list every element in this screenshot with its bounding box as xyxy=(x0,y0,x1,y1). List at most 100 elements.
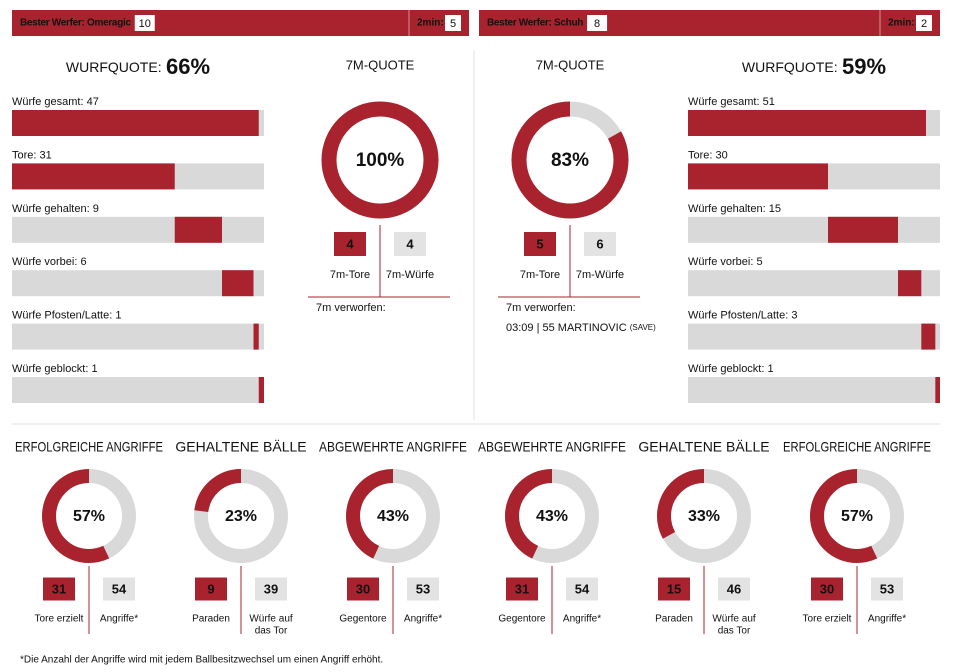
donut-label: 33% xyxy=(688,508,720,525)
bar-label: Würfe Pfosten/Latte: 1 xyxy=(12,310,121,322)
bar-label-value: 15 xyxy=(769,203,781,215)
donut-arc xyxy=(511,101,629,219)
bar-label-text: Würfe Pfosten/Latte: xyxy=(12,310,112,322)
penalties: 5 xyxy=(450,18,456,30)
donut-arc xyxy=(194,469,288,563)
bar-track xyxy=(12,323,264,350)
bar-label-text: Würfe Pfosten/Latte: xyxy=(688,310,788,322)
bar-label-text: Würfe gehalten: xyxy=(688,203,766,215)
shot-rate-value: 66% xyxy=(166,54,210,79)
bar-label-value: 5 xyxy=(756,256,762,268)
bar xyxy=(222,270,254,297)
bar-label-value: 30 xyxy=(716,149,728,161)
bar xyxy=(921,323,936,350)
bar-label-text: Tore: xyxy=(12,149,36,161)
seven-m-label: 7m-Tore xyxy=(520,269,560,281)
bar-label: Würfe vorbei: 6 xyxy=(12,256,87,268)
stat-label: Würfe auf xyxy=(712,614,756,625)
grey-box xyxy=(103,577,135,601)
donut-label: 43% xyxy=(377,508,409,525)
box-number: 4 xyxy=(346,236,354,251)
bar xyxy=(253,323,259,350)
grey-box xyxy=(584,232,616,256)
bar-label: Würfe gehalten: 9 xyxy=(12,203,99,215)
stat-label: Paraden xyxy=(655,614,693,625)
red-box xyxy=(334,232,366,256)
bar-label: Würfe gehalten: 15 xyxy=(688,203,781,215)
bar-label-value: 51 xyxy=(763,96,775,108)
box-number: 9 xyxy=(207,581,214,596)
header-box xyxy=(445,15,461,31)
stat-label: Gegentore xyxy=(498,614,546,625)
bar-label: Würfe geblockt: 1 xyxy=(688,363,774,375)
box-number: 5 xyxy=(536,236,543,251)
box-number: 54 xyxy=(112,581,127,596)
box-number: 39 xyxy=(264,581,278,596)
bar-label-text: Würfe vorbei: xyxy=(12,256,77,268)
box-number: 31 xyxy=(52,581,66,596)
bar-label-text: Würfe gesamt: xyxy=(12,96,84,108)
scorer-label: Bester Werfer: Omeragic xyxy=(20,18,131,29)
missed-entry: 03:09 | 55 MARTINOVIC (SAVE) xyxy=(506,322,656,334)
bar-label-value: 9 xyxy=(93,203,99,215)
bar xyxy=(12,110,259,136)
stat-label: das Tor xyxy=(255,626,288,637)
header-box xyxy=(916,15,932,31)
donut-label: 57% xyxy=(841,508,873,525)
red-box xyxy=(347,577,379,601)
penalty-label: 2min: xyxy=(417,18,444,29)
box-number: 15 xyxy=(667,581,681,596)
stat-label: Tore erzielt xyxy=(35,614,84,625)
stat-title: ABGEWEHRTE ANGRIFFE xyxy=(319,439,467,455)
seven-m-label: 7m-Würfe xyxy=(576,269,624,281)
bar-label-value: 1 xyxy=(91,363,97,375)
box-number: 6 xyxy=(596,236,603,251)
seven-m-title: 7M-QUOTE xyxy=(346,57,415,72)
shot-rate-label: WURFQUOTE: xyxy=(66,59,162,75)
bar-label-text: Würfe vorbei: xyxy=(688,256,753,268)
donut-label: 100% xyxy=(356,150,405,171)
bar-label-text: Würfe geblockt: xyxy=(12,363,88,375)
bar-label-value: 6 xyxy=(80,256,86,268)
bar-label-value: 1 xyxy=(767,363,773,375)
donut-label: 83% xyxy=(551,150,589,171)
donut-arc xyxy=(346,469,440,563)
stat-title: GEHALTENE BÄLLE xyxy=(175,439,306,455)
shot-rate-label: WURFQUOTE: xyxy=(742,59,838,75)
seven-m-label: 7m-Tore xyxy=(330,269,370,281)
red-box xyxy=(195,577,227,601)
bar xyxy=(12,163,175,190)
donut-arc xyxy=(810,469,904,563)
bar-track xyxy=(688,323,940,350)
seven-m-title: 7M-QUOTE xyxy=(536,57,605,72)
missed-label: 7m verworfen: xyxy=(316,302,386,314)
bar-label: Tore: 30 xyxy=(688,149,728,161)
bar xyxy=(898,270,922,297)
bar-label-value: 31 xyxy=(40,149,52,161)
bar-label-text: Würfe gesamt: xyxy=(688,96,760,108)
box-number: 30 xyxy=(356,581,370,596)
stat-label: Würfe auf xyxy=(249,614,293,625)
bar-label-text: Tore: xyxy=(688,149,712,161)
box-number: 4 xyxy=(406,236,414,251)
bar-track xyxy=(12,377,264,403)
header-box xyxy=(587,15,608,31)
header-box xyxy=(134,15,155,31)
donut-arc xyxy=(657,469,751,563)
donut-arc xyxy=(42,469,136,563)
shot-rate-value: 59% xyxy=(842,54,886,79)
bar-track xyxy=(12,216,264,243)
bar xyxy=(935,377,940,403)
donut-label: 23% xyxy=(225,508,257,525)
donut-label: 57% xyxy=(73,508,105,525)
stat-title: ABGEWEHRTE ANGRIFFE xyxy=(478,439,626,455)
missed-note: (SAVE) xyxy=(630,323,656,332)
red-box xyxy=(43,577,75,601)
bar-label: Würfe vorbei: 5 xyxy=(688,256,763,268)
box-number: 46 xyxy=(727,581,741,596)
grey-box xyxy=(255,577,287,601)
grey-box xyxy=(871,577,903,601)
bar xyxy=(828,216,898,243)
bar-label: Würfe Pfosten/Latte: 3 xyxy=(688,310,797,322)
